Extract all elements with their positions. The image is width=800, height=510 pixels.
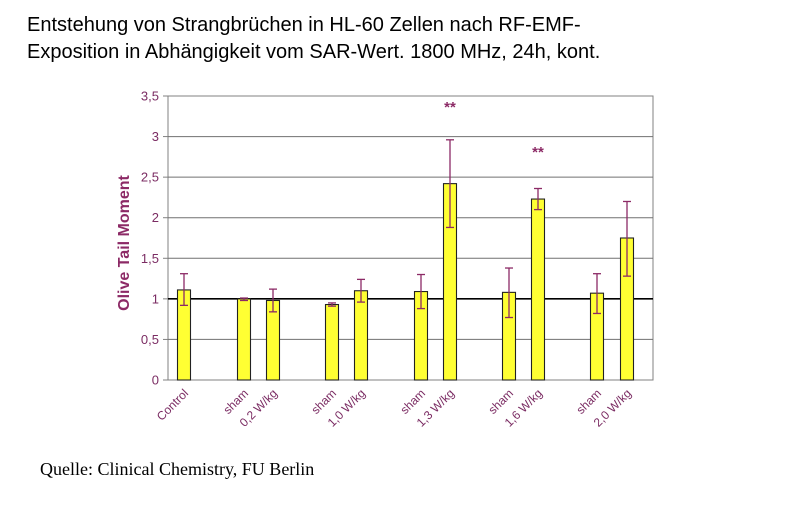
y-tick-label: 3 [152,129,159,144]
y-tick-label: 0,5 [141,332,159,347]
y-tick-label: 2 [152,210,159,225]
bar [530,198,546,381]
chart-title: Entstehung von Strangbrüchen in HL-60 Ze… [27,12,767,66]
title-line-2: Exposition in Abhängigkeit vom SAR-Wert.… [27,41,601,63]
y-tick-label: 0 [152,373,159,388]
y-tick-label: 3,5 [141,89,159,104]
y-tick-label: 1 [152,291,159,306]
bar [353,290,369,381]
y-tick-label: 1,5 [141,251,159,266]
bar [236,298,252,381]
y-axis-label: Olive Tail Moment [116,174,133,310]
source-note: Quelle: Clinical Chemistry, FU Berlin [40,459,315,479]
bar [324,303,340,381]
significance-marker: ** [444,99,456,116]
significance-marker: ** [532,144,544,161]
title-line-1: Entstehung von Strangbrüchen in HL-60 Ze… [27,14,581,36]
y-tick-label: 2,5 [141,170,159,185]
x-category-label: Control [154,386,191,423]
